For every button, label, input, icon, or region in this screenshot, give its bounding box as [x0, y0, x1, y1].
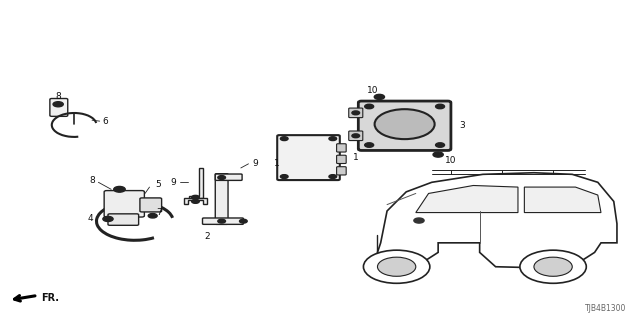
Text: 9: 9 — [170, 178, 176, 187]
Circle shape — [218, 176, 225, 180]
FancyBboxPatch shape — [215, 174, 242, 180]
FancyBboxPatch shape — [215, 174, 228, 224]
Circle shape — [364, 250, 430, 283]
Text: 2: 2 — [204, 232, 210, 241]
Circle shape — [374, 94, 385, 100]
FancyBboxPatch shape — [337, 155, 346, 164]
Circle shape — [436, 143, 445, 147]
FancyBboxPatch shape — [277, 135, 340, 180]
Circle shape — [114, 187, 125, 192]
Polygon shape — [378, 173, 617, 268]
Text: FR.: FR. — [41, 293, 59, 303]
FancyBboxPatch shape — [337, 167, 346, 175]
Text: 6: 6 — [102, 116, 108, 126]
Circle shape — [218, 219, 225, 223]
Circle shape — [53, 102, 63, 107]
Circle shape — [148, 213, 157, 218]
Circle shape — [191, 199, 199, 203]
Text: 7: 7 — [156, 208, 162, 217]
Text: 1: 1 — [275, 159, 280, 168]
Circle shape — [103, 216, 113, 221]
Circle shape — [280, 175, 288, 179]
Text: 10: 10 — [367, 86, 379, 95]
Circle shape — [365, 104, 374, 109]
FancyBboxPatch shape — [349, 131, 363, 140]
Circle shape — [280, 137, 288, 140]
Text: 8: 8 — [55, 92, 61, 101]
Text: TJB4B1300: TJB4B1300 — [585, 304, 627, 313]
Text: 10: 10 — [445, 156, 457, 165]
Circle shape — [329, 175, 337, 179]
Polygon shape — [524, 187, 601, 212]
Circle shape — [329, 137, 337, 140]
Circle shape — [378, 257, 416, 276]
FancyBboxPatch shape — [349, 108, 363, 118]
Polygon shape — [416, 186, 518, 212]
Text: 3: 3 — [459, 121, 465, 130]
Polygon shape — [184, 198, 207, 204]
Circle shape — [374, 109, 435, 139]
Circle shape — [365, 143, 374, 147]
Text: 9: 9 — [252, 159, 258, 168]
Text: 1: 1 — [353, 153, 358, 162]
FancyBboxPatch shape — [140, 198, 162, 212]
Text: 5: 5 — [155, 180, 161, 189]
FancyBboxPatch shape — [202, 218, 243, 224]
Circle shape — [352, 111, 360, 115]
Circle shape — [520, 250, 586, 283]
Circle shape — [414, 218, 424, 223]
FancyBboxPatch shape — [108, 214, 139, 225]
Circle shape — [433, 152, 444, 157]
FancyBboxPatch shape — [50, 99, 68, 116]
Circle shape — [191, 196, 199, 199]
Circle shape — [534, 257, 572, 276]
Text: 8: 8 — [89, 176, 95, 185]
FancyBboxPatch shape — [104, 191, 145, 217]
Circle shape — [239, 219, 247, 223]
Polygon shape — [189, 168, 203, 198]
Circle shape — [352, 134, 360, 138]
FancyBboxPatch shape — [337, 144, 346, 152]
FancyBboxPatch shape — [358, 101, 451, 150]
Circle shape — [436, 104, 445, 109]
Text: 4: 4 — [87, 214, 93, 223]
